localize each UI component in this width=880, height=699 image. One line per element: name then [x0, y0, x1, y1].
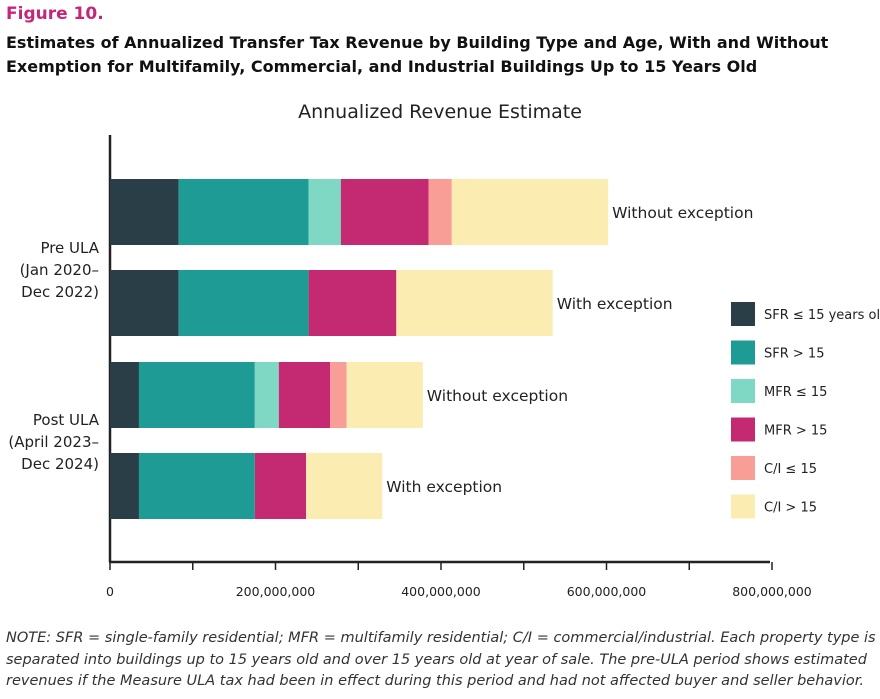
- group-label-line: Dec 2022): [21, 283, 99, 301]
- figure-title: Estimates of Annualized Transfer Tax Rev…: [6, 33, 829, 76]
- bar-segment-ci_le15: [428, 179, 452, 245]
- bar-label: Without exception: [427, 387, 568, 405]
- bar-segment-sfr_le15: [110, 453, 139, 519]
- legend-label: SFR ≤ 15 years old: [764, 308, 880, 323]
- bar-segment-sfr_gt15: [138, 453, 255, 519]
- bar-segment-ci_gt15: [451, 179, 609, 245]
- bar-label: With exception: [557, 295, 673, 313]
- group-label-line: Dec 2024): [21, 455, 99, 473]
- bar-segment-ci_le15: [330, 362, 347, 428]
- bar-segment-sfr_gt15: [178, 270, 309, 336]
- bar-label: With exception: [386, 478, 502, 496]
- x-tick-label: 600,000,000: [567, 584, 647, 599]
- x-tick-label: 0: [106, 584, 114, 599]
- bar-segment-mfr_gt15: [278, 362, 331, 428]
- bar-segment-mfr_gt15: [340, 179, 429, 245]
- figure-label: Figure 10.: [6, 4, 104, 24]
- group-label-line: (April 2023–: [8, 433, 99, 451]
- bar-segment-mfr_le15: [254, 362, 279, 428]
- bar-segment-ci_gt15: [306, 453, 383, 519]
- group-label-line: Pre ULA: [40, 239, 99, 257]
- bar-segment-ci_gt15: [346, 362, 423, 428]
- bar-segment-mfr_gt15: [308, 270, 397, 336]
- bar-segment-sfr_le15: [110, 362, 139, 428]
- x-tick-label: 800,000,000: [732, 584, 812, 599]
- group-label-line: (Jan 2020–: [20, 261, 99, 279]
- legend-swatch-sfr_le15: [731, 302, 755, 326]
- revenue-bar-chart: 0 200,000,000 400,000,000 600,000,000 800,00…: [8, 135, 880, 599]
- legend-label: C/I > 15: [764, 501, 817, 516]
- legend-label: SFR > 15: [764, 347, 824, 362]
- bar-segment-sfr_le15: [110, 270, 179, 336]
- legend-swatch-mfr_le15: [731, 379, 755, 403]
- bar-segment-sfr_le15: [110, 179, 179, 245]
- legend-swatch-ci_gt15: [731, 494, 755, 519]
- group-label-line: Post ULA: [33, 411, 100, 429]
- legend-swatch-mfr_gt15: [731, 417, 755, 442]
- bar-label: Without exception: [612, 204, 753, 222]
- bar-segment-ci_gt15: [396, 270, 553, 336]
- legend-label: C/I ≤ 15: [764, 462, 817, 477]
- x-tick-label: 200,000,000: [236, 584, 316, 599]
- legend-swatch-ci_le15: [731, 456, 755, 480]
- chart-title: Annualized Revenue Estimate: [298, 101, 582, 123]
- bar-segment-mfr_gt15: [254, 453, 307, 519]
- legend-label: MFR ≤ 15: [764, 385, 827, 400]
- legend-swatch-sfr_gt15: [731, 340, 755, 365]
- bar-segment-sfr_gt15: [178, 179, 309, 245]
- legend-label: MFR > 15: [764, 424, 827, 439]
- bar-segment-sfr_gt15: [138, 362, 255, 428]
- x-tick-label: 400,000,000: [401, 584, 481, 599]
- figure-note: NOTE: SFR = single-family residential; M…: [6, 630, 876, 689]
- bar-segment-mfr_le15: [308, 179, 341, 245]
